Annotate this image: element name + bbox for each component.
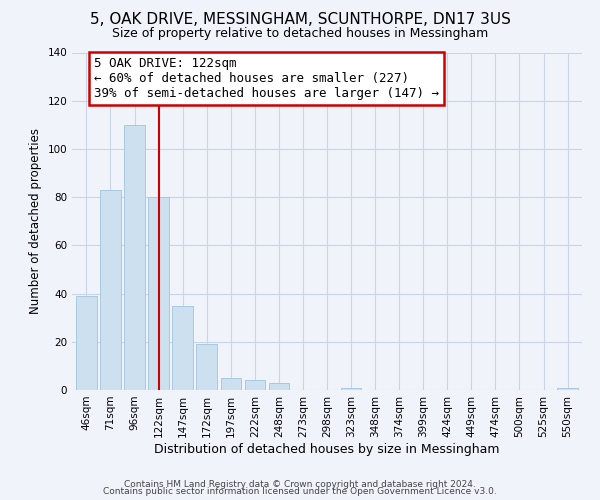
Text: 5, OAK DRIVE, MESSINGHAM, SCUNTHORPE, DN17 3US: 5, OAK DRIVE, MESSINGHAM, SCUNTHORPE, DN…	[89, 12, 511, 28]
X-axis label: Distribution of detached houses by size in Messingham: Distribution of detached houses by size …	[154, 442, 500, 456]
Bar	[341, 388, 361, 390]
Y-axis label: Number of detached properties: Number of detached properties	[29, 128, 42, 314]
Text: 5 OAK DRIVE: 122sqm
← 60% of detached houses are smaller (227)
39% of semi-detac: 5 OAK DRIVE: 122sqm ← 60% of detached ho…	[94, 58, 439, 100]
Bar	[148, 197, 169, 390]
Bar	[269, 383, 289, 390]
Bar	[221, 378, 241, 390]
Bar	[196, 344, 217, 390]
Text: Size of property relative to detached houses in Messingham: Size of property relative to detached ho…	[112, 28, 488, 40]
Bar	[172, 306, 193, 390]
Bar	[124, 125, 145, 390]
Text: Contains public sector information licensed under the Open Government Licence v3: Contains public sector information licen…	[103, 488, 497, 496]
Bar	[557, 388, 578, 390]
Bar	[76, 296, 97, 390]
Bar	[245, 380, 265, 390]
Bar	[100, 190, 121, 390]
Text: Contains HM Land Registry data © Crown copyright and database right 2024.: Contains HM Land Registry data © Crown c…	[124, 480, 476, 489]
